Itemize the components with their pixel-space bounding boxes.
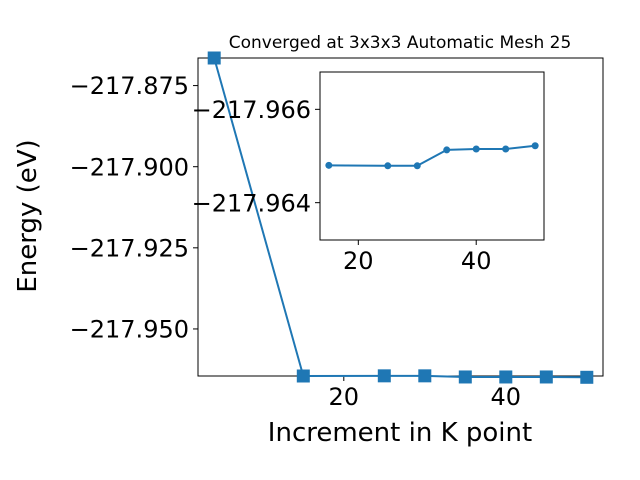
main-y-tick-label: −217.900 — [70, 153, 189, 181]
main-plot: 20 40 −217.875 −217.900 −217.925 −217.950 — [70, 51, 604, 411]
main-y-tick-label: −217.875 — [70, 72, 189, 100]
main-x-tick-label: 20 — [329, 383, 360, 411]
inset-data-point — [443, 146, 451, 154]
main-y-tick-label: −217.925 — [70, 234, 189, 262]
inset-plot: 20 40 −217.966 −217.964 — [192, 71, 545, 275]
chart-title: Converged at 3x3x3 Automatic Mesh 25 — [229, 33, 572, 53]
main-data-point — [296, 369, 310, 383]
inset-data-point — [384, 162, 392, 170]
main-series-line — [213, 57, 587, 379]
main-data-point — [499, 370, 513, 384]
inset-y-tick-label: −217.964 — [192, 189, 311, 217]
inset-data-point — [325, 161, 333, 169]
main-data-point — [458, 370, 472, 384]
main-data-point — [580, 370, 594, 384]
main-y-tick-label: −217.950 — [70, 316, 189, 344]
inset-x-tick-label: 40 — [461, 247, 492, 275]
y-axis-label: Energy (eV) — [13, 139, 43, 292]
inset-background — [320, 72, 544, 240]
main-data-point — [418, 369, 432, 383]
inset-y-tick-label: −217.966 — [192, 96, 311, 124]
x-axis-label: Increment in K point — [268, 418, 532, 448]
main-data-point — [207, 51, 221, 65]
main-x-tick-label: 40 — [491, 383, 522, 411]
main-data-point — [377, 369, 391, 383]
main-data-point — [539, 370, 553, 384]
inset-data-point — [531, 142, 539, 150]
inset-data-point — [502, 145, 510, 153]
inset-data-point — [472, 145, 480, 153]
inset-data-point — [413, 162, 421, 170]
inset-x-tick-label: 20 — [343, 247, 374, 275]
inset-frame — [319, 71, 545, 241]
